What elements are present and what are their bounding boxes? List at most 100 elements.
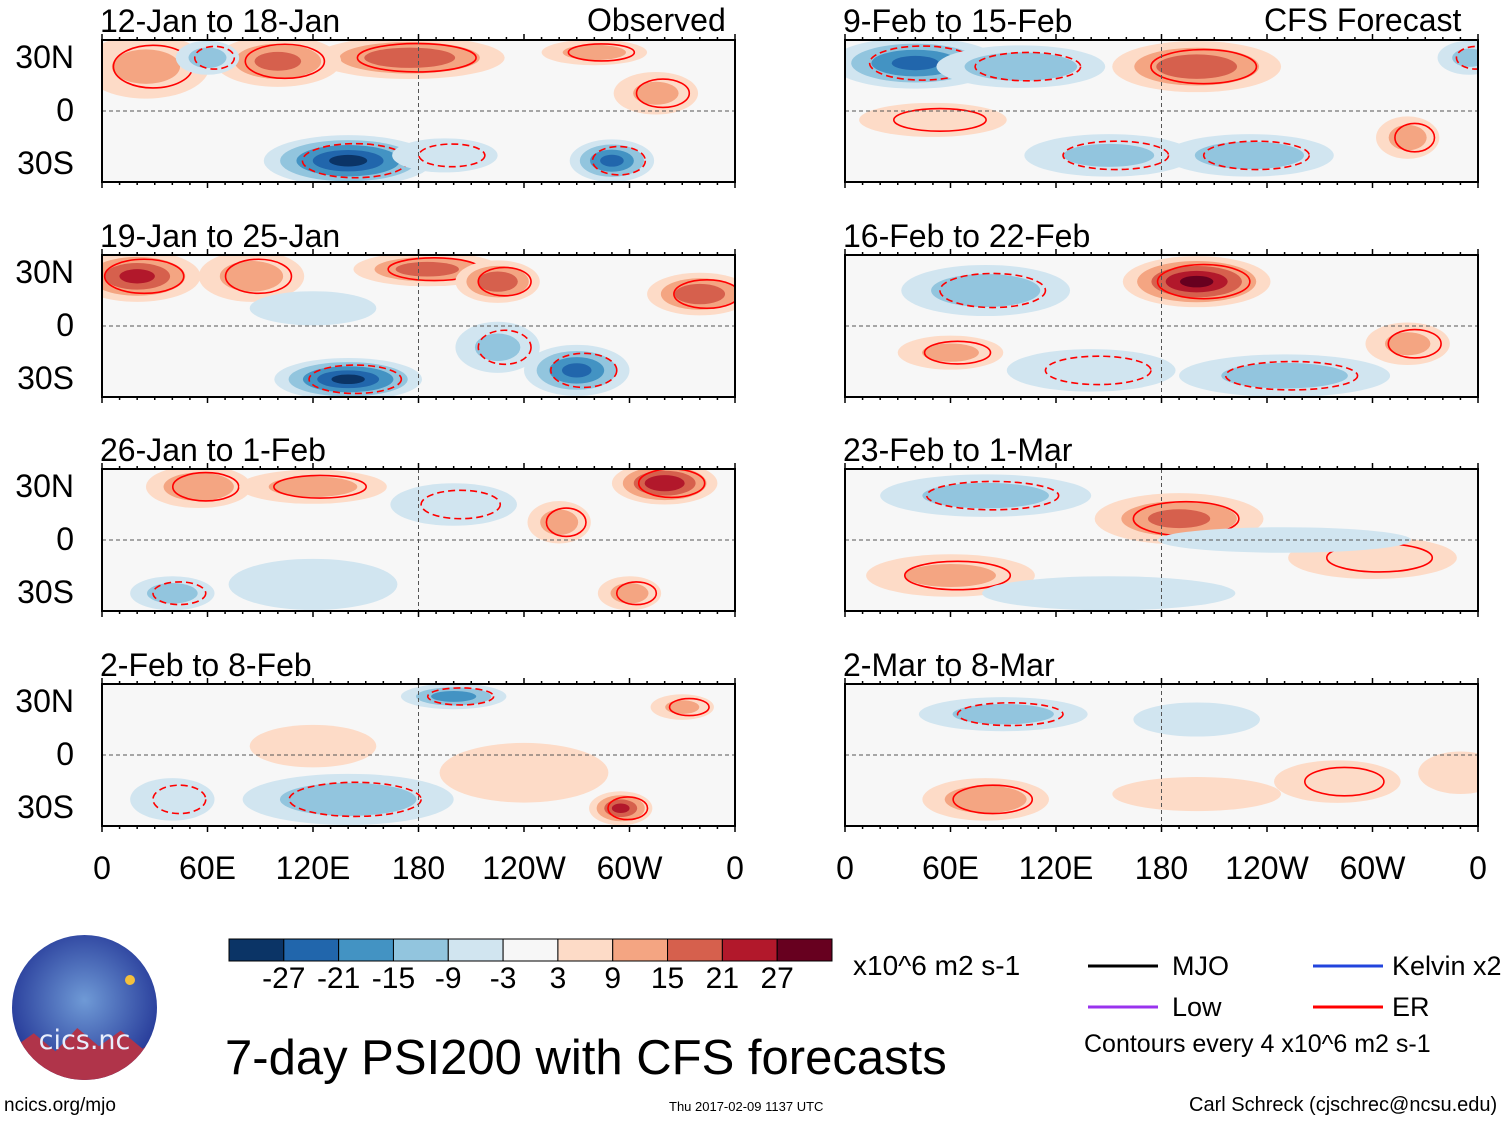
anomaly-shading	[982, 576, 1236, 611]
colorbar-tick-label: -3	[489, 962, 517, 995]
er-contour	[420, 489, 502, 520]
anomaly-shading	[1156, 54, 1238, 79]
anomaly-shading	[431, 690, 477, 702]
anomaly-shading	[392, 138, 498, 173]
anomaly-shading	[477, 271, 518, 292]
map-panel	[101, 463, 736, 617]
anomaly-shading	[1157, 527, 1412, 553]
er-contour	[939, 272, 1047, 309]
er-contour	[956, 702, 1064, 727]
site-link[interactable]: ncics.org/mjo	[4, 1095, 116, 1116]
er-contour	[1150, 48, 1258, 85]
anomaly-shading	[147, 583, 198, 604]
er-contour	[426, 687, 495, 706]
anomaly-shading	[111, 49, 181, 84]
y-tick-label: 30N	[15, 467, 74, 504]
colorbar-tick-label: -15	[371, 962, 416, 995]
anomaly-shading	[329, 154, 368, 167]
anomaly-shading	[1194, 141, 1305, 170]
anomaly-shading	[633, 81, 679, 105]
colorbar-tick-label: 3	[549, 962, 567, 995]
anomaly-shading	[439, 742, 609, 803]
er-contour	[974, 51, 1082, 82]
anomaly-shading	[1221, 362, 1348, 389]
er-contour	[1202, 140, 1310, 171]
y-tick-label: 0	[56, 736, 74, 772]
x-tick-label: 120W	[1225, 850, 1309, 886]
panel-title: 16-Feb to 22-Feb	[843, 218, 1091, 254]
x-tick-label: 0	[93, 850, 111, 886]
anomaly-shading	[665, 700, 700, 714]
er-contour	[903, 560, 1012, 591]
anomaly-shading	[600, 154, 624, 167]
timestamp: Thu 2017-02-09 1137 UTC	[669, 1099, 824, 1114]
er-contour	[477, 266, 532, 297]
anomaly-shading	[562, 44, 626, 61]
anomaly-shading	[905, 564, 996, 587]
y-tick-label: 0	[56, 92, 74, 128]
y-tick-label: 30S	[17, 360, 74, 397]
er-contour	[418, 143, 486, 168]
panel-title: 2-Feb to 8-Feb	[100, 647, 312, 683]
panel-title: 19-Jan to 25-Jan	[100, 218, 341, 254]
er-contour	[1156, 263, 1251, 300]
map-panel	[844, 34, 1479, 188]
map-panel	[844, 678, 1479, 832]
x-tick-label: 0	[1469, 850, 1487, 886]
anomaly-shading	[163, 472, 234, 501]
er-contour	[152, 784, 207, 815]
legend-er-label: ER	[1392, 992, 1430, 1022]
legend-low-label: Low	[1172, 992, 1222, 1022]
anomaly-shading	[219, 260, 284, 292]
map-panel	[101, 34, 736, 188]
anomaly-shading	[644, 475, 685, 492]
anomaly-shading	[188, 47, 227, 68]
anomaly-shading	[279, 782, 417, 816]
er-contour	[545, 507, 587, 538]
anomaly-shading	[1274, 760, 1401, 803]
anomaly-shading	[1063, 143, 1155, 167]
cics-logo: cics.nc	[12, 935, 157, 1080]
x-tick-label: 0	[726, 850, 744, 886]
anomaly-shading	[1147, 509, 1211, 529]
panel-title: 12-Jan to 18-Jan	[100, 3, 341, 39]
colorbar-tick-label: -27	[262, 962, 306, 995]
anomaly-shading	[922, 482, 1049, 509]
logo-text: cics.nc	[38, 1025, 131, 1056]
er-contour	[224, 258, 293, 295]
er-contour	[288, 781, 422, 818]
anomaly-shading	[540, 509, 579, 536]
anomaly-shading	[944, 785, 1027, 814]
colorbar-swatch	[502, 938, 559, 962]
anomaly-shading	[249, 291, 377, 326]
anomaly-shading	[249, 724, 377, 768]
colorbar-tick-label: 27	[760, 962, 794, 995]
er-contour	[567, 43, 636, 62]
anomaly-shading	[891, 55, 939, 71]
er-contour	[152, 581, 207, 606]
anomaly-shading	[268, 476, 358, 497]
er-contour	[1062, 140, 1170, 171]
x-tick-label: 60W	[596, 850, 663, 886]
anomaly-shading	[674, 283, 726, 305]
er-contour	[1394, 122, 1436, 153]
er-contour	[273, 474, 367, 499]
contour-note: Contours every 4 x10^6 m2 s-1	[1084, 1030, 1431, 1058]
y-tick-label: 30S	[17, 789, 74, 826]
colorbar-swatch	[338, 938, 394, 962]
map-panel	[101, 249, 736, 403]
anomaly-shading	[952, 703, 1054, 725]
anomaly-shading	[130, 778, 215, 821]
anomaly-shading	[395, 261, 459, 277]
anomaly-shading	[331, 374, 365, 385]
x-tick-label: 60E	[179, 850, 236, 886]
y-tick-label: 30N	[15, 38, 74, 75]
er-contour	[171, 471, 240, 502]
er-contour	[925, 480, 1060, 511]
er-contour	[668, 697, 710, 717]
er-contour	[952, 784, 1034, 815]
anomaly-shading	[1388, 124, 1427, 151]
colorbar-swatch	[283, 938, 340, 962]
y-tick-label: 30S	[17, 574, 74, 611]
